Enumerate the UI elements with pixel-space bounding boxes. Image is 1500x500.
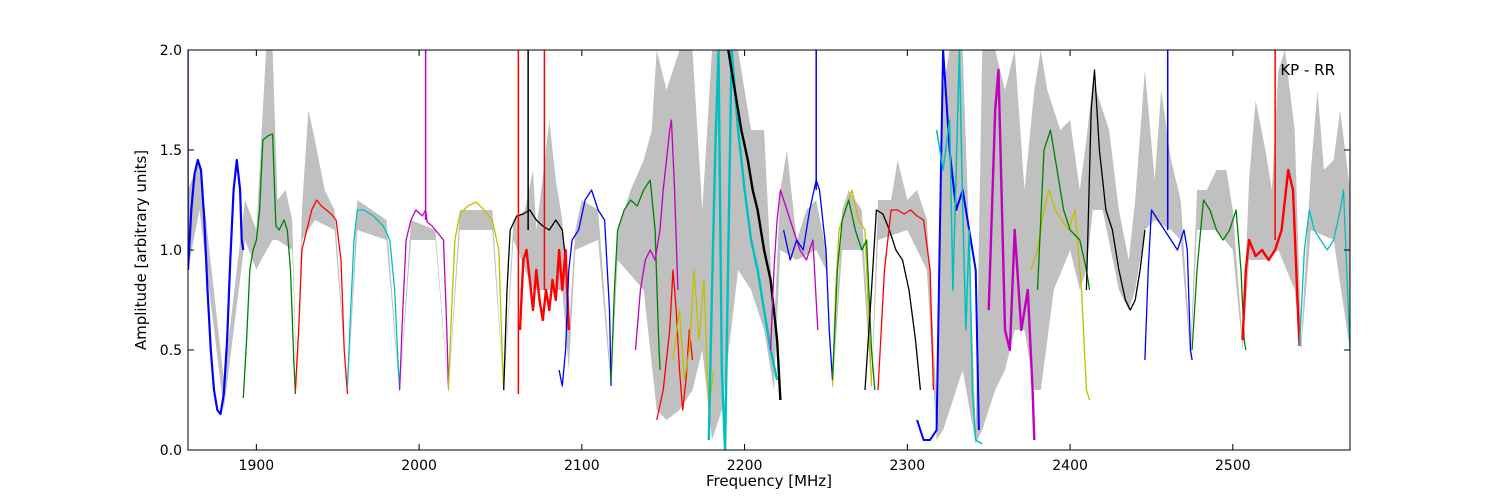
x-tick-label: 2300 [890, 458, 926, 474]
series-line-1 [188, 158, 245, 416]
y-tick-label: 0.0 [160, 443, 182, 459]
series-line-24 [987, 68, 1036, 441]
x-axis-label: Frequency [MHz] [706, 472, 832, 490]
series-line-25 [1030, 189, 1091, 401]
series-line-26 [1036, 129, 1091, 291]
envelope-band [188, 50, 1350, 444]
y-tick-label: 1.5 [160, 143, 182, 159]
series-line-17 [782, 179, 834, 381]
series-line-11 [634, 119, 679, 351]
series-line-6 [447, 201, 505, 391]
series-line-31 [1298, 189, 1350, 351]
series-line-15 [727, 50, 782, 401]
series-line-27 [1085, 69, 1146, 311]
y-tick-label: 0.5 [160, 343, 182, 359]
envelope-layer [188, 50, 1350, 444]
series-line-21 [877, 209, 935, 391]
series-line-16 [769, 189, 819, 351]
series-line-23 [935, 50, 983, 445]
x-tick-label: 2400 [1052, 458, 1088, 474]
x-tick-label: 1900 [239, 458, 275, 474]
series-line-28 [1144, 209, 1193, 361]
x-tick-label: 2200 [727, 458, 763, 474]
series-line-22 [916, 50, 980, 441]
series-line-9 [558, 189, 612, 387]
series-line-12 [656, 269, 694, 421]
series-layer [188, 50, 1350, 450]
y-tick-label: 2.0 [160, 43, 182, 59]
y-axis-label: Amplitude [arbitrary units] [132, 150, 150, 350]
chart-annotation: KP - RR [1280, 61, 1335, 79]
series-line-8 [518, 248, 570, 331]
series-line-7 [503, 209, 567, 391]
x-tick-label: 2100 [564, 458, 600, 474]
series-line-10 [610, 179, 661, 381]
y-tick-label: 1.0 [160, 243, 182, 259]
x-tick-label: 2000 [401, 458, 437, 474]
series-line-4 [346, 209, 401, 391]
series-line-13 [672, 269, 715, 411]
tick-layer: 1900 2000 2100 2200 2300 2400 2500 0.0 0.5 1.0 1.5… [160, 43, 1350, 474]
series-line-20 [864, 209, 922, 391]
series-line-3 [294, 199, 349, 395]
series-line-29 [1191, 199, 1247, 351]
series-line-30 [1241, 168, 1301, 347]
series-line-2 [242, 133, 297, 399]
x-tick-label: 2500 [1215, 458, 1251, 474]
